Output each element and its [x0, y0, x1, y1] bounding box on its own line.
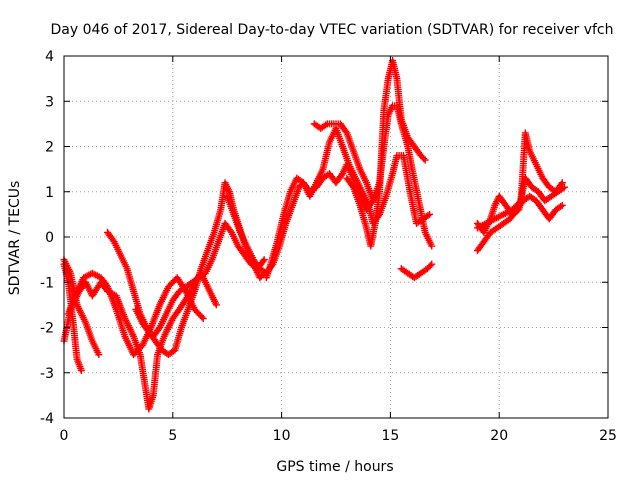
y-tick-label: -3 [40, 366, 54, 382]
data-point [198, 313, 206, 321]
data-point [348, 182, 356, 190]
y-tick-label: 1 [45, 185, 54, 201]
data-point [259, 257, 267, 265]
series-track-8 [262, 124, 434, 282]
data-points-layer [60, 57, 568, 413]
data-point [212, 301, 220, 309]
x-axis-label: GPS time / hours [276, 459, 393, 475]
data-point [557, 180, 565, 188]
y-tick-label: 2 [45, 140, 54, 156]
x-tick-label: 10 [273, 428, 291, 444]
data-point [558, 201, 566, 209]
data-point [95, 351, 103, 359]
data-point [557, 202, 565, 210]
y-tick-label: 0 [45, 230, 54, 246]
data-point [260, 256, 268, 264]
x-tick-label: 5 [168, 428, 177, 444]
x-tick-label: 20 [490, 428, 508, 444]
data-point [426, 262, 434, 270]
y-tick-label: -4 [40, 411, 54, 427]
data-point [424, 212, 432, 220]
data-point [420, 155, 428, 163]
data-point [342, 127, 350, 135]
axes: 0 5 10 15 20 25 -4 -3 -2 -1 0 1 2 3 4 [40, 49, 617, 444]
x-tick-label: 0 [60, 428, 69, 444]
y-tick-label: 3 [45, 94, 54, 110]
y-tick-label: -1 [40, 275, 54, 291]
series-track-11 [397, 260, 436, 282]
data-point [426, 210, 434, 218]
data-point [428, 260, 436, 268]
x-tick-label: 25 [599, 428, 617, 444]
data-point [77, 366, 85, 374]
y-tick-label: -2 [40, 321, 54, 337]
series-track-10 [343, 57, 429, 250]
y-axis-label: SDTVAR / TECUs [7, 181, 23, 296]
data-point [516, 198, 524, 206]
data-point [558, 179, 566, 187]
data-point [428, 242, 436, 250]
series-track-4 [64, 269, 207, 359]
x-tick-label: 15 [381, 428, 399, 444]
data-point [322, 121, 330, 129]
chart-title: Day 046 of 2017, Sidereal Day-to-day VTE… [50, 22, 613, 38]
y-tick-label: 4 [45, 49, 54, 65]
data-point [421, 156, 429, 164]
data-point [199, 314, 207, 322]
grid-layer [64, 56, 608, 418]
series-track-14 [473, 129, 566, 232]
